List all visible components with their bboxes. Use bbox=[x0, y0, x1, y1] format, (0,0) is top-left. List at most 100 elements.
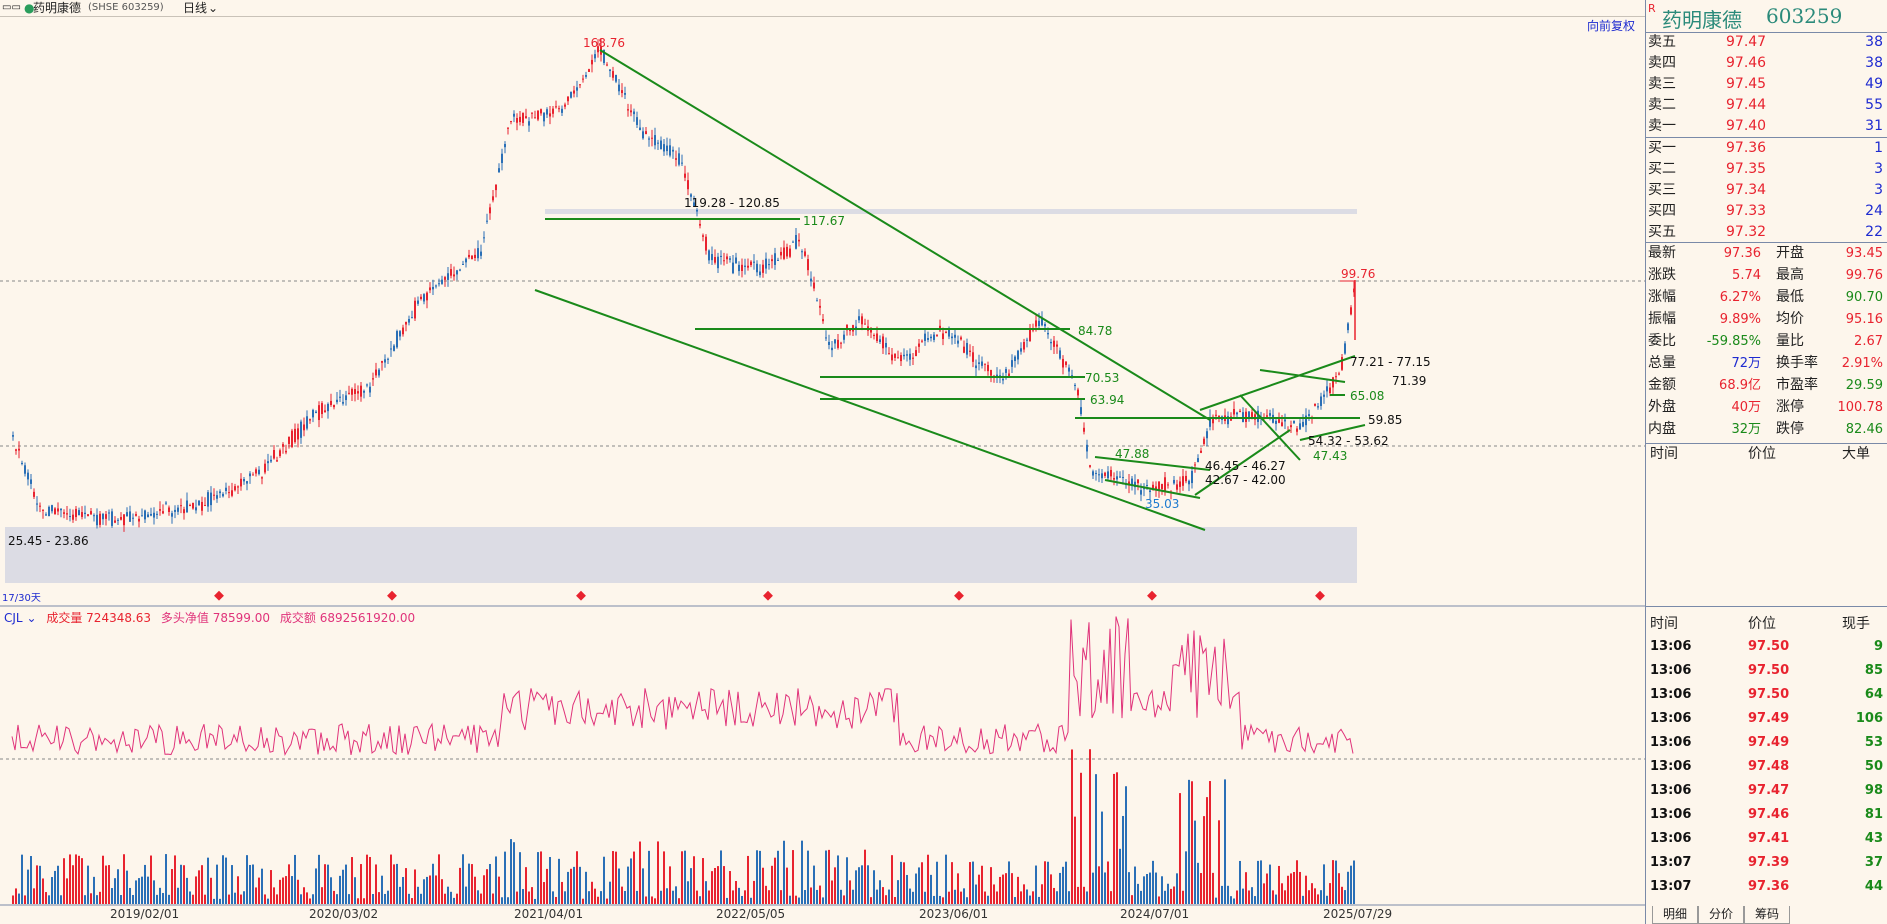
volume-bar bbox=[1344, 890, 1346, 904]
candle-body bbox=[192, 503, 194, 509]
tick-row[interactable]: 13:06 97.48 50 bbox=[1646, 755, 1887, 779]
candle-body bbox=[1341, 357, 1343, 370]
book-price: 97.33 bbox=[1726, 203, 1767, 219]
stat-label: 最高 bbox=[1776, 267, 1804, 283]
volume-bar bbox=[633, 851, 635, 904]
volume-bar bbox=[21, 854, 23, 904]
book-row[interactable]: 卖一 97.40 31 bbox=[1646, 116, 1887, 137]
candle-body bbox=[159, 509, 161, 511]
candle-body bbox=[75, 508, 77, 518]
volume-bar bbox=[723, 866, 725, 904]
candle-body bbox=[981, 361, 983, 366]
volume-bar bbox=[1230, 896, 1232, 904]
book-row[interactable]: 买四 97.33 24 bbox=[1646, 201, 1887, 222]
volume-bar bbox=[1128, 872, 1130, 904]
candle-body bbox=[486, 220, 488, 222]
tick-price: 97.49 bbox=[1748, 711, 1790, 726]
candle-body bbox=[321, 403, 323, 415]
candle-body bbox=[759, 271, 761, 276]
candle-body bbox=[1212, 416, 1214, 424]
book-row[interactable]: 卖二 97.44 55 bbox=[1646, 95, 1887, 116]
col-price: 价位 bbox=[1748, 616, 1776, 632]
volume-bar bbox=[228, 894, 230, 904]
volume-bar bbox=[729, 871, 731, 904]
volume-bar bbox=[303, 887, 305, 904]
volume-bar bbox=[885, 895, 887, 904]
tick-row[interactable]: 13:06 97.46 81 bbox=[1646, 803, 1887, 827]
volume-bar bbox=[927, 854, 929, 904]
candle-body bbox=[840, 342, 842, 344]
tick-row[interactable]: 13:06 97.49 53 bbox=[1646, 731, 1887, 755]
book-row[interactable]: 卖三 97.45 49 bbox=[1646, 74, 1887, 95]
candle-body bbox=[21, 462, 23, 464]
volume-bar bbox=[876, 889, 878, 904]
volume-bar bbox=[552, 891, 554, 904]
indicator-name[interactable]: CJL bbox=[4, 611, 23, 625]
book-vol: 22 bbox=[1865, 224, 1883, 240]
restore-button[interactable]: 向前复权 bbox=[1587, 19, 1636, 33]
period-selector[interactable]: 日线 bbox=[183, 1, 208, 15]
candle-body bbox=[864, 323, 866, 325]
volume-bar bbox=[264, 894, 266, 904]
tick-vol: 43 bbox=[1864, 831, 1883, 846]
candle-body bbox=[528, 121, 530, 126]
candle-body bbox=[507, 127, 509, 129]
stat-label: 均价 bbox=[1776, 311, 1804, 327]
volume-bar bbox=[1017, 876, 1019, 904]
tab-price[interactable]: 分价 bbox=[1698, 906, 1744, 924]
volume-bar bbox=[1296, 860, 1298, 904]
volume-bar bbox=[1056, 891, 1058, 904]
tick-row[interactable]: 13:06 97.47 98 bbox=[1646, 779, 1887, 803]
candle-body bbox=[24, 465, 26, 474]
book-row[interactable]: 买五 97.32 22 bbox=[1646, 222, 1887, 243]
candle-body bbox=[834, 339, 836, 344]
tick-row[interactable]: 13:06 97.50 64 bbox=[1646, 683, 1887, 707]
tick-row[interactable]: 13:07 97.36 44 bbox=[1646, 875, 1887, 899]
chart-area[interactable]: ▭▭ ● 药明康德 (SHSE 603259) 日线 ⌄ 向前复权 bbox=[0, 0, 1646, 924]
tab-detail[interactable]: 明细 bbox=[1652, 906, 1698, 924]
tab-chips[interactable]: 筹码 bbox=[1744, 906, 1790, 924]
volume-bar bbox=[396, 863, 398, 904]
candle-body bbox=[60, 508, 62, 511]
volume-bar bbox=[255, 887, 257, 904]
volume-bar bbox=[1281, 883, 1283, 904]
book-row[interactable]: 买三 97.34 3 bbox=[1646, 180, 1887, 201]
event-markers[interactable] bbox=[214, 590, 1325, 601]
volume-bar bbox=[591, 881, 593, 904]
chevron-down-icon[interactable]: ⌄ bbox=[26, 611, 37, 625]
tick-row[interactable]: 13:06 97.50 9 bbox=[1646, 635, 1887, 659]
col-time: 时间 bbox=[1650, 616, 1678, 632]
book-row[interactable]: 买二 97.35 3 bbox=[1646, 159, 1887, 180]
volume-bar bbox=[831, 880, 833, 904]
volume-bar bbox=[915, 873, 917, 904]
volume-bar bbox=[93, 876, 95, 904]
volume-bar bbox=[378, 892, 380, 904]
kline-chart[interactable] bbox=[0, 0, 1645, 924]
layout-icon[interactable]: ▭▭ bbox=[2, 2, 21, 13]
candle-body bbox=[858, 316, 860, 321]
tick-row[interactable]: 13:06 97.49 106 bbox=[1646, 707, 1887, 731]
book-row[interactable]: 卖四 97.46 38 bbox=[1646, 53, 1887, 74]
book-row[interactable]: 卖五 97.47 38 bbox=[1646, 32, 1887, 53]
volume-bar bbox=[63, 858, 65, 904]
volume-bar bbox=[210, 877, 212, 904]
tick-price: 97.50 bbox=[1748, 663, 1790, 678]
tick-row[interactable]: 13:06 97.50 85 bbox=[1646, 659, 1887, 683]
candle-body bbox=[1002, 378, 1004, 381]
candle-body bbox=[123, 514, 125, 526]
volume-bar bbox=[981, 865, 983, 904]
candle-body bbox=[1347, 323, 1349, 331]
volume-bar bbox=[318, 854, 320, 904]
candle-body bbox=[435, 285, 437, 287]
chevron-down-icon[interactable]: ⌄ bbox=[208, 1, 219, 15]
stat-row: 金额 68.9亿 市盈率 29.59 bbox=[1646, 375, 1887, 396]
tick-row[interactable]: 13:06 97.41 43 bbox=[1646, 827, 1887, 851]
volume-bar bbox=[618, 868, 620, 904]
tick-row[interactable]: 13:07 97.39 37 bbox=[1646, 851, 1887, 875]
book-price: 97.36 bbox=[1726, 140, 1767, 156]
candle-body bbox=[1149, 490, 1151, 493]
candle-body bbox=[1269, 413, 1271, 416]
book-row[interactable]: 买一 97.36 1 bbox=[1646, 138, 1887, 159]
candle-body bbox=[801, 251, 803, 253]
level-label: 77.21 - 77.15 bbox=[1350, 355, 1431, 369]
